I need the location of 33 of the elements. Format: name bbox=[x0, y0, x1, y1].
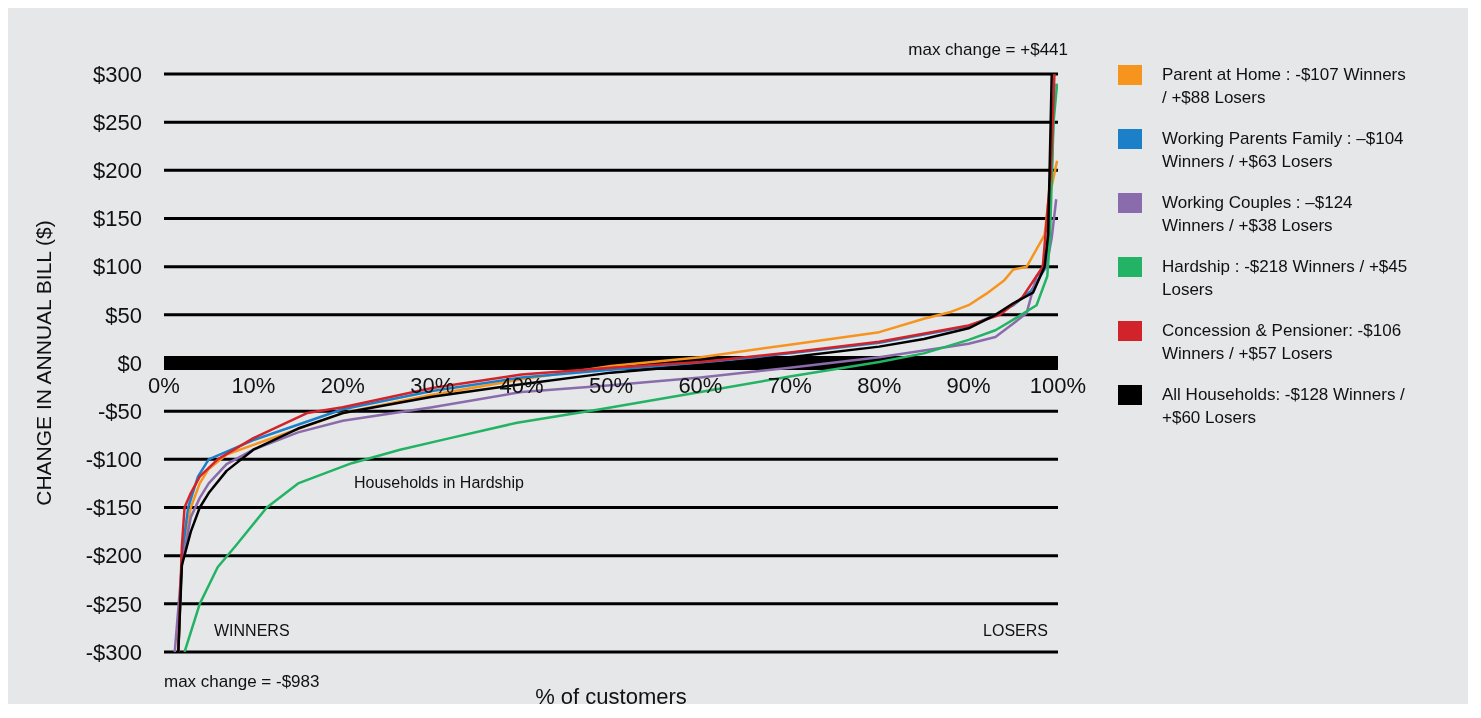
legend-label: All Households: -$128 Winners / +$60 Losers bbox=[1162, 384, 1406, 429]
y-tick-label: -$100 bbox=[85, 447, 142, 473]
y-tick-label: $250 bbox=[93, 109, 142, 135]
text: max change = -$983 bbox=[164, 672, 321, 692]
y-axis-title: CHANGE IN ANNUAL BILL ($) bbox=[32, 220, 56, 506]
y-tick-label: $150 bbox=[93, 206, 142, 232]
legend-label: Concession & Pensioner: -$106 Winners / +$57 Losers bbox=[1162, 320, 1403, 365]
annotation: Households in Hardship bbox=[354, 474, 525, 492]
x-tick-label: 0% bbox=[148, 373, 180, 398]
y-tick-label: -$200 bbox=[85, 543, 142, 569]
x-tick-label: 10% bbox=[231, 373, 276, 398]
legend-label: Parent at Home : -$107 Winners / +$88 Losers bbox=[1162, 64, 1407, 109]
text: max change = +$441 bbox=[907, 40, 1068, 60]
x-tick-label: 70% bbox=[767, 373, 812, 398]
y-tick-label: $300 bbox=[93, 61, 142, 87]
x-tick-label: 90% bbox=[946, 373, 991, 398]
y-tick-label: -$50 bbox=[97, 398, 142, 424]
y-tick-label: $100 bbox=[93, 254, 142, 280]
y-tick-label: $50 bbox=[105, 302, 142, 328]
x-axis-title: % of customers bbox=[535, 684, 687, 709]
x-tick-label: 80% bbox=[857, 373, 902, 398]
annotation: LOSERS bbox=[982, 622, 1048, 640]
legend-label: Hardship : -$218 Winners / +$45 Losers bbox=[1162, 256, 1409, 301]
y-tick-label: -$150 bbox=[85, 495, 142, 521]
y-tick-label: -$300 bbox=[85, 639, 142, 665]
y-tick-label: $0 bbox=[117, 350, 142, 376]
legend-label: Working Parents Family : –$104 Winners / +$63 Losers bbox=[1162, 128, 1405, 173]
annotation: WINNERS bbox=[214, 622, 291, 640]
legend-label: Working Couples : –$124 Winners / +$38 Losers bbox=[1162, 192, 1354, 237]
y-tick-label: $200 bbox=[93, 158, 142, 184]
x-tick-label: 100% bbox=[1029, 373, 1087, 398]
y-tick-label: -$250 bbox=[85, 591, 142, 617]
x-tick-label: 20% bbox=[320, 373, 365, 398]
